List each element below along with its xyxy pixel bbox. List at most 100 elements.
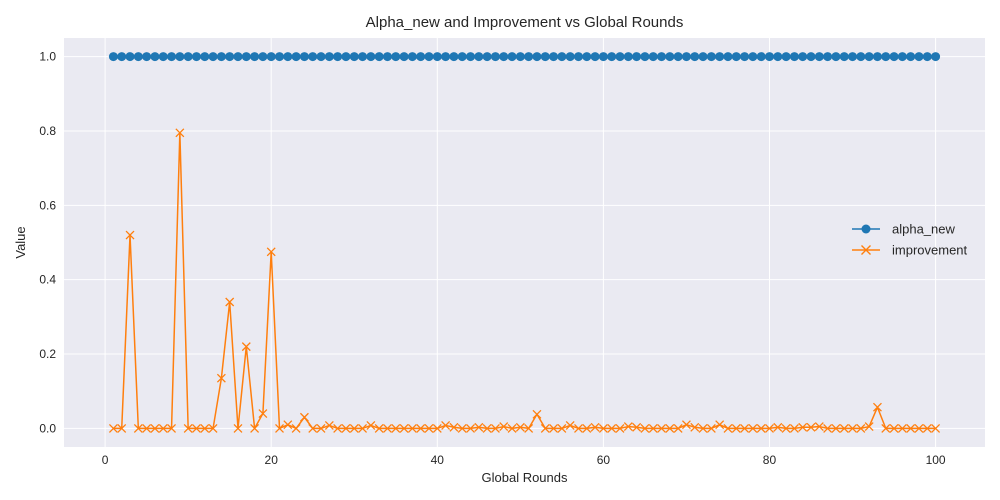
data-point-alpha-new <box>374 52 384 62</box>
data-point-improvement <box>856 423 866 433</box>
data-point-alpha-new <box>233 52 243 62</box>
data-point-alpha-new <box>449 52 459 62</box>
data-point-alpha-new <box>108 52 118 62</box>
data-point-alpha-new <box>275 52 285 62</box>
data-point-improvement <box>416 423 426 433</box>
data-point-improvement <box>283 420 293 430</box>
data-point-improvement <box>590 422 600 432</box>
data-point-alpha-new <box>183 52 193 62</box>
data-point-improvement <box>574 423 583 433</box>
data-point-improvement <box>806 422 816 432</box>
data-point-improvement <box>383 423 392 433</box>
data-point-alpha-new <box>158 52 168 62</box>
data-point-alpha-new <box>457 52 467 62</box>
data-point-improvement <box>399 423 409 433</box>
data-point-improvement <box>706 423 716 433</box>
data-point-alpha-new <box>864 52 874 62</box>
data-point-improvement <box>823 423 833 433</box>
data-point-alpha-new <box>191 52 201 62</box>
data-point-improvement <box>698 423 708 433</box>
y-tick-label: 0.0 <box>39 421 56 435</box>
data-point-improvement <box>192 423 201 433</box>
data-point-alpha-new <box>200 52 210 62</box>
data-point-improvement <box>740 423 750 433</box>
data-point-improvement <box>723 423 733 433</box>
data-point-alpha-new <box>748 52 758 62</box>
data-point-improvement <box>881 423 891 433</box>
x-tick-label: 100 <box>926 453 946 467</box>
data-point-improvement <box>142 423 152 433</box>
data-point-improvement <box>632 422 642 432</box>
y-tick-label: 0.8 <box>39 124 56 138</box>
data-point-improvement <box>208 423 218 433</box>
data-point-improvement <box>158 423 168 433</box>
data-point-alpha-new <box>623 52 633 62</box>
data-point-alpha-new <box>922 52 932 62</box>
data-point-improvement <box>125 230 135 240</box>
data-point-alpha-new <box>382 52 392 62</box>
data-point-alpha-new <box>424 52 434 62</box>
data-point-improvement <box>922 423 932 433</box>
data-point-improvement <box>657 423 666 433</box>
data-point-alpha-new <box>208 52 218 62</box>
data-point-improvement <box>731 423 741 433</box>
data-point-alpha-new <box>906 52 916 62</box>
legend-label-alpha-new: alpha_new <box>892 222 955 237</box>
y-tick-label: 1.0 <box>39 50 56 64</box>
data-point-alpha-new <box>673 52 683 62</box>
data-point-improvement <box>341 423 351 433</box>
data-point-alpha-new <box>806 52 816 62</box>
data-point-alpha-new <box>175 52 185 62</box>
data-point-improvement <box>233 423 243 433</box>
data-point-improvement <box>482 423 492 433</box>
data-point-alpha-new <box>839 52 849 62</box>
data-point-alpha-new <box>549 52 559 62</box>
data-point-improvement <box>424 423 434 433</box>
data-point-improvement <box>374 423 384 433</box>
data-point-improvement <box>781 423 791 433</box>
data-point-improvement <box>291 423 301 433</box>
data-point-alpha-new <box>598 52 608 62</box>
data-point-alpha-new <box>407 52 417 62</box>
data-point-improvement <box>258 409 268 418</box>
data-point-improvement <box>549 423 559 433</box>
data-point-improvement <box>831 423 841 433</box>
data-point-alpha-new <box>324 52 334 62</box>
data-point-improvement <box>673 423 683 433</box>
data-point-alpha-new <box>441 52 451 62</box>
data-point-improvement <box>557 423 567 433</box>
data-point-alpha-new <box>391 52 401 62</box>
data-point-alpha-new <box>632 52 642 62</box>
data-point-improvement <box>183 423 193 433</box>
data-point-alpha-new <box>540 52 550 62</box>
data-point-alpha-new <box>657 52 667 62</box>
data-point-improvement <box>565 420 575 430</box>
x-tick-label: 0 <box>102 453 109 467</box>
data-point-alpha-new <box>490 52 500 62</box>
data-point-alpha-new <box>881 52 891 62</box>
data-point-improvement <box>490 423 500 433</box>
data-point-improvement <box>108 423 118 433</box>
plot-area <box>64 38 985 447</box>
data-point-alpha-new <box>897 52 907 62</box>
data-point-improvement <box>648 423 658 433</box>
data-point-alpha-new <box>225 52 235 62</box>
data-point-alpha-new <box>266 52 276 62</box>
y-tick-label: 0.4 <box>39 273 56 287</box>
data-point-improvement <box>607 423 617 433</box>
data-point-improvement <box>391 423 401 433</box>
data-point-improvement <box>449 422 459 432</box>
data-point-alpha-new <box>706 52 716 62</box>
data-point-alpha-new <box>150 52 160 62</box>
data-point-alpha-new <box>316 52 326 62</box>
data-point-improvement <box>748 423 758 433</box>
data-point-alpha-new <box>133 52 143 62</box>
y-tick-label: 0.6 <box>39 198 56 212</box>
data-point-improvement <box>640 423 650 433</box>
data-point-alpha-new <box>241 52 251 62</box>
data-point-improvement <box>848 423 857 433</box>
data-point-alpha-new <box>740 52 750 62</box>
data-point-alpha-new <box>665 52 675 62</box>
data-point-improvement <box>931 423 941 433</box>
